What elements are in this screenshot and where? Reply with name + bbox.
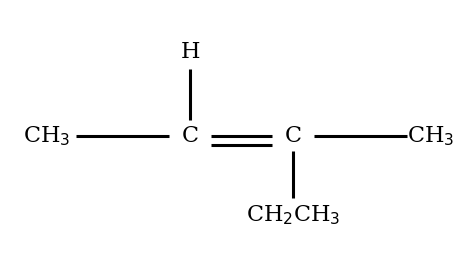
Text: CH$_3$: CH$_3$ [22,124,70,148]
Text: C: C [284,125,301,147]
Text: CH$_2$CH$_3$: CH$_2$CH$_3$ [246,203,340,227]
Text: C: C [182,125,199,147]
Text: H: H [181,41,200,63]
Text: CH$_3$: CH$_3$ [407,124,454,148]
